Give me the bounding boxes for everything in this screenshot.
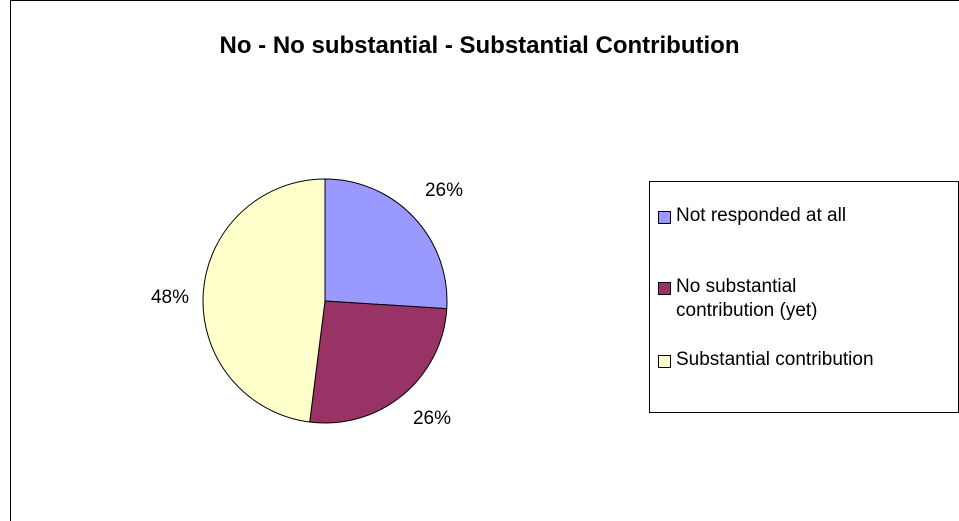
legend-item-no-substantial: No substantial contribution (yet) — [658, 275, 846, 323]
legend-label-no-substantial: No substantial contribution (yet) — [676, 276, 818, 321]
legend-swatch-substantial — [658, 355, 671, 368]
pie-slice-substantial — [202, 178, 326, 423]
data-label-substantial: 48% — [151, 287, 189, 308]
legend: Not responded at all No substantial cont… — [649, 181, 959, 413]
data-label-not-responded: 26% — [425, 180, 463, 201]
legend-label-not-responded: Not responded at all — [676, 205, 847, 226]
legend-item-not-responded: Not responded at all — [658, 204, 946, 228]
legend-item-substantial: Substantial contribution — [658, 348, 946, 372]
data-label-no-substantial: 26% — [413, 408, 451, 429]
pie-slice-no-substantial — [309, 300, 448, 424]
chart-title: No - No substantial - Substantial Contri… — [219, 32, 740, 59]
legend-swatch-no-substantial — [658, 282, 671, 295]
pie-slice-not-responded — [324, 178, 448, 310]
legend-swatch-not-responded — [658, 211, 671, 224]
legend-label-substantial: Substantial contribution — [676, 349, 874, 370]
